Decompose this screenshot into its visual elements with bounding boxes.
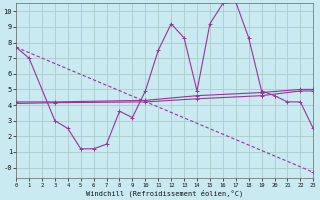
- X-axis label: Windchill (Refroidissement éolien,°C): Windchill (Refroidissement éolien,°C): [86, 189, 243, 197]
